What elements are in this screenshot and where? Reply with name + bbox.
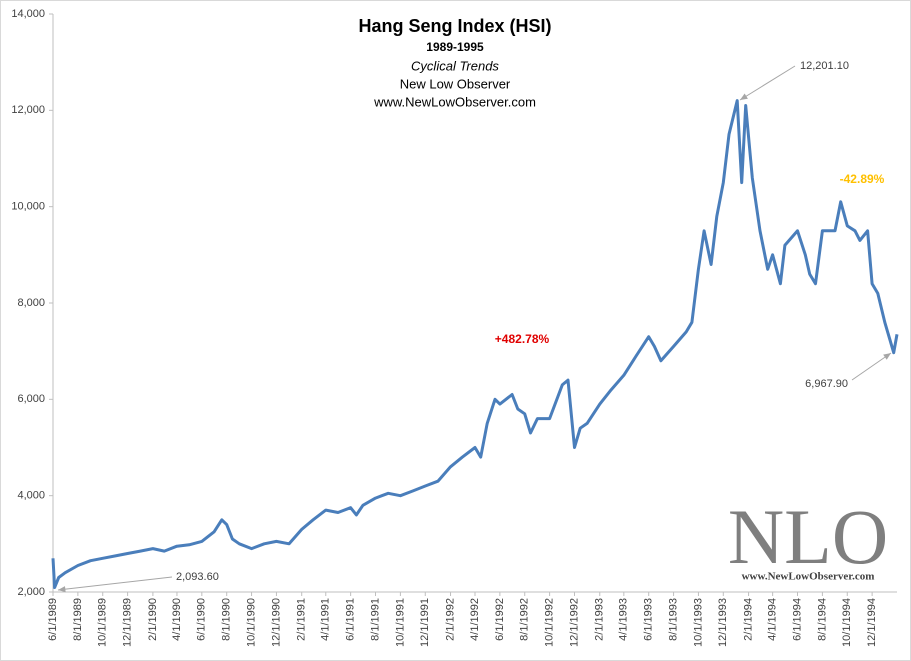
x-tick-label: 10/1/1992	[544, 598, 556, 647]
y-tick-label: 6,000	[17, 393, 45, 405]
x-tick-label: 2/1/1993	[594, 598, 606, 641]
watermark-logo: NLO	[728, 493, 888, 580]
y-tick-label: 4,000	[17, 490, 45, 502]
x-tick-label: 10/1/1989	[97, 598, 109, 647]
y-tick-label: 8,000	[17, 297, 45, 309]
x-tick-label: 8/1/1990	[221, 598, 233, 641]
y-tick-label: 12,000	[11, 104, 45, 116]
chart-title: Hang Seng Index (HSI)	[358, 16, 551, 36]
x-tick-label: 2/1/1991	[296, 598, 308, 641]
x-tick-label: 6/1/1991	[345, 598, 357, 641]
subtitle-line: Cyclical Trends	[411, 58, 499, 73]
subtitle-line: New Low Observer	[400, 76, 511, 91]
y-tick-label: 10,000	[11, 201, 45, 213]
x-tick-label: 8/1/1993	[667, 598, 679, 641]
series-line	[51, 99, 899, 589]
x-tick-label: 2/1/1992	[444, 598, 456, 641]
x-tick-label: 12/1/1989	[122, 598, 134, 647]
annotation: 6,967.90	[805, 378, 848, 390]
y-tick-label: 14,000	[11, 8, 45, 20]
annotation-arrowhead	[740, 93, 748, 100]
annotation: -42.89%	[840, 172, 885, 186]
x-tick-label: 6/1/1994	[791, 598, 803, 641]
x-tick-label: 6/1/1992	[494, 598, 506, 641]
x-tick-label: 2/1/1990	[147, 598, 159, 641]
x-tick-label: 10/1/1993	[692, 598, 704, 647]
x-tick-label: 2/1/1994	[742, 598, 754, 641]
annotation-arrowhead	[883, 353, 891, 360]
x-tick-label: 10/1/1990	[245, 598, 257, 647]
annotation-arrowhead	[58, 586, 66, 593]
annotation: 12,201.10	[800, 60, 849, 72]
annotation-arrow	[739, 65, 796, 101]
x-tick-label: 12/1/1991	[419, 598, 431, 647]
x-tick-label: 12/1/1993	[717, 598, 729, 647]
x-tick-label: 12/1/1990	[270, 598, 282, 647]
x-tick-label: 8/1/1991	[369, 598, 381, 641]
x-tick-label: 8/1/1992	[519, 598, 531, 641]
x-tick-label: 8/1/1994	[816, 598, 828, 641]
x-tick-label: 4/1/1993	[618, 598, 630, 641]
watermark-url: www.NewLowObserver.com	[742, 571, 875, 583]
y-tick-label: 2,000	[17, 586, 45, 598]
x-tick-label: 4/1/1990	[171, 598, 183, 641]
subtitle-line: www.NewLowObserver.com	[373, 94, 536, 109]
annotation-arrow	[57, 576, 173, 591]
x-tick-label: 6/1/1989	[47, 598, 59, 641]
x-tick-label: 6/1/1990	[196, 598, 208, 641]
x-tick-label: 4/1/1994	[767, 598, 779, 641]
x-tick-label: 12/1/1994	[866, 598, 878, 647]
x-tick-label: 8/1/1989	[72, 598, 84, 641]
x-tick-label: 10/1/1991	[394, 598, 406, 647]
annotation-arrow	[851, 352, 892, 381]
x-tick-label: 4/1/1991	[320, 598, 332, 641]
annotation: +482.78%	[495, 332, 550, 346]
x-tick-label: 12/1/1992	[568, 598, 580, 647]
x-tick-label: 4/1/1992	[469, 598, 481, 641]
annotation: 2,093.60	[176, 571, 219, 583]
x-tick-label: 6/1/1993	[643, 598, 655, 641]
chart-subtitle: 1989-1995	[426, 40, 484, 54]
x-tick-label: 10/1/1994	[841, 598, 853, 647]
